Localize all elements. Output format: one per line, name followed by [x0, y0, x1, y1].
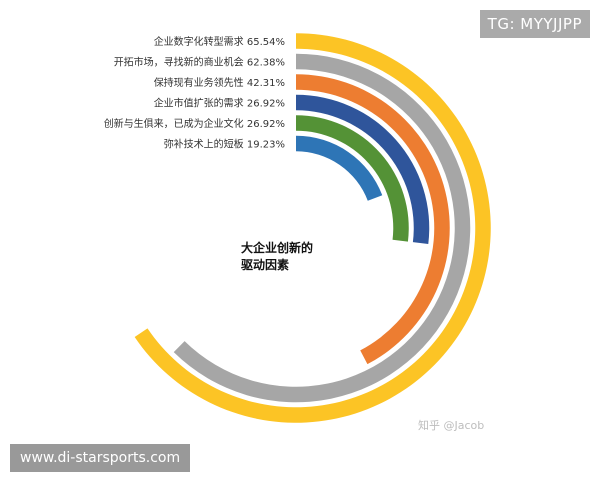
watermark-top-right: TG: MYYJJPP — [479, 10, 590, 38]
bar-label-5: 创新与生俱来，已成为企业文化 26.92% — [104, 117, 285, 130]
chart-center-title: 大企业创新的 驱动因素 — [241, 240, 313, 274]
radial-bar-4 — [296, 94, 430, 245]
credit-watermark: 知乎 @Jacob — [418, 419, 485, 432]
radial-bar-5 — [296, 115, 409, 242]
center-title-line-1: 大企业创新的 — [241, 241, 314, 255]
radial-bar-2 — [173, 53, 471, 403]
bar-label-1: 企业数字化转型需求 65.54% — [154, 35, 285, 48]
center-title-line-2: 驱动因素 — [241, 258, 290, 272]
bar-label-3: 保持现有业务领先性 42.31% — [154, 76, 285, 89]
radial-bar-6 — [296, 135, 383, 201]
bar-label-4: 企业市值扩张的需求 26.92% — [154, 97, 285, 110]
bar-label-6: 弥补技术上的短板 19.23% — [164, 138, 285, 151]
watermark-bottom-left: www.di-starsports.com — [10, 444, 191, 472]
radial-bar-3 — [296, 74, 450, 365]
bar-label-2: 开拓市场，寻找新的商业机会 62.38% — [114, 56, 285, 69]
